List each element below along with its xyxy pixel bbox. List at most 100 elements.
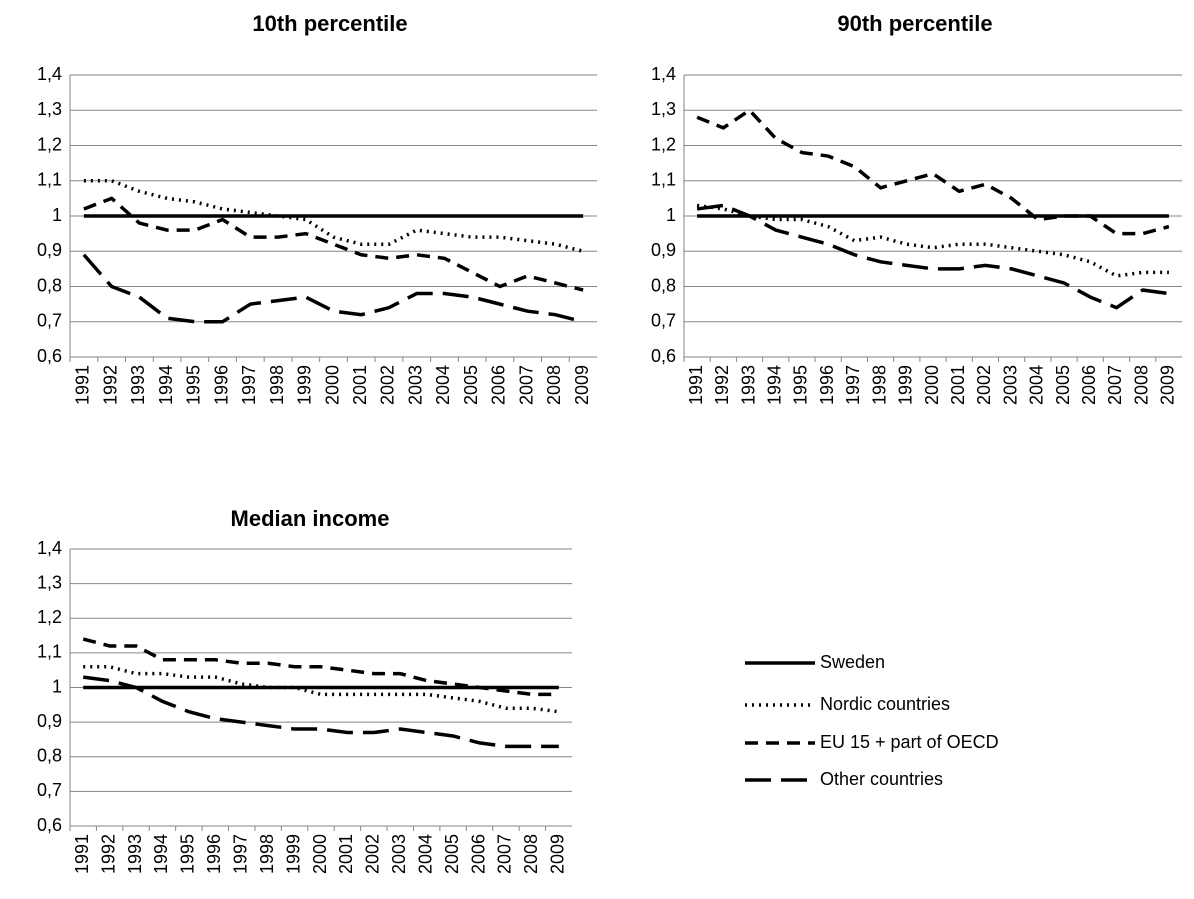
x-tick-label: 2002 (974, 365, 994, 405)
x-tick-label: 1995 (178, 834, 198, 874)
y-tick-label: 1,1 (651, 170, 676, 190)
y-tick-label: 1,4 (37, 64, 62, 84)
y-tick-label: 0,8 (37, 746, 62, 766)
x-tick-label: 1996 (204, 834, 224, 874)
y-tick-label: 0,6 (37, 815, 62, 835)
series-line (82, 253, 584, 324)
x-tick-label: 2009 (548, 834, 568, 874)
x-tick-label: 1992 (712, 365, 732, 405)
legend-label: Nordic countries (820, 694, 950, 714)
legend-label: Other countries (820, 769, 943, 789)
x-tick-label: 2008 (521, 834, 541, 874)
y-tick-label: 0,6 (651, 346, 676, 366)
x-tick-label: 1991 (686, 365, 706, 405)
x-tick-label: 2005 (442, 834, 462, 874)
x-tick-label: 2009 (572, 365, 592, 405)
x-tick-label: 2006 (1079, 365, 1099, 405)
x-tick-label: 1996 (817, 365, 837, 405)
x-tick-label: 1999 (295, 365, 315, 405)
y-tick-label: 1 (666, 205, 676, 225)
legend-label: Sweden (820, 652, 885, 672)
y-tick-label: 1 (52, 205, 62, 225)
x-tick-label: 1994 (156, 365, 176, 405)
x-tick-label: 1994 (764, 365, 784, 405)
y-tick-label: 0,7 (37, 311, 62, 331)
x-tick-label: 1999 (896, 365, 916, 405)
x-tick-label: 1995 (791, 365, 811, 405)
chart-title: Median income (231, 506, 390, 531)
y-tick-label: 1,4 (37, 538, 62, 558)
x-tick-label: 2004 (433, 365, 453, 405)
x-tick-label: 2005 (1053, 365, 1073, 405)
x-tick-label: 2004 (415, 834, 435, 874)
x-tick-label: 2007 (1105, 365, 1125, 405)
x-tick-label: 1994 (151, 834, 171, 874)
x-tick-label: 2008 (1131, 365, 1151, 405)
x-tick-label: 2002 (378, 365, 398, 405)
x-tick-label: 2002 (363, 834, 383, 874)
x-tick-label: 2000 (310, 834, 330, 874)
x-tick-label: 1998 (869, 365, 889, 405)
chart-title: 90th percentile (837, 11, 992, 36)
y-tick-label: 1 (52, 676, 62, 696)
series-line (83, 664, 560, 714)
x-tick-label: 1999 (283, 834, 303, 874)
x-tick-label: 1993 (128, 365, 148, 405)
x-tick-label: 2006 (468, 834, 488, 874)
x-tick-label: 2009 (1158, 365, 1178, 405)
x-tick-label: 2007 (495, 834, 515, 874)
x-tick-label: 2003 (1000, 365, 1020, 405)
x-tick-label: 2005 (461, 365, 481, 405)
x-tick-label: 1995 (184, 365, 204, 405)
y-tick-label: 0,7 (37, 780, 62, 800)
y-tick-label: 0,7 (651, 311, 676, 331)
series-line (82, 675, 559, 749)
x-tick-label: 2003 (389, 834, 409, 874)
y-tick-label: 1,3 (651, 99, 676, 119)
x-tick-label: 1997 (230, 834, 250, 874)
x-tick-label: 1991 (73, 365, 93, 405)
y-tick-label: 0,8 (651, 275, 676, 295)
x-tick-label: 2004 (1027, 365, 1047, 405)
x-tick-label: 2001 (350, 365, 370, 405)
x-tick-label: 1992 (100, 365, 120, 405)
x-tick-label: 1991 (72, 834, 92, 874)
chart-title: 10th percentile (252, 11, 407, 36)
y-tick-label: 0,9 (651, 240, 676, 260)
series-line (83, 196, 584, 292)
x-tick-label: 1998 (267, 365, 287, 405)
y-tick-label: 1,2 (651, 134, 676, 154)
x-tick-label: 2006 (489, 365, 509, 405)
x-tick-label: 1996 (211, 365, 231, 405)
x-tick-label: 1997 (239, 365, 259, 405)
y-tick-label: 1,3 (37, 99, 62, 119)
x-tick-label: 1993 (738, 365, 758, 405)
x-tick-label: 1992 (98, 834, 118, 874)
series-line (696, 107, 1170, 236)
y-tick-label: 0,9 (37, 711, 62, 731)
y-tick-label: 1,1 (37, 170, 62, 190)
y-tick-label: 0,8 (37, 275, 62, 295)
y-tick-label: 0,9 (37, 240, 62, 260)
x-tick-label: 2007 (516, 365, 536, 405)
x-tick-label: 2003 (405, 365, 425, 405)
series-line (82, 637, 559, 697)
x-tick-label: 1993 (125, 834, 145, 874)
x-tick-label: 2001 (336, 834, 356, 874)
series-line (83, 179, 584, 253)
legend-label: EU 15 + part of OECD (820, 732, 999, 752)
x-tick-label: 2000 (322, 365, 342, 405)
x-tick-label: 2001 (948, 365, 968, 405)
y-tick-label: 0,6 (37, 346, 62, 366)
x-tick-label: 2000 (922, 365, 942, 405)
series-line (696, 203, 1170, 310)
x-tick-label: 1998 (257, 834, 277, 874)
y-tick-label: 1,2 (37, 607, 62, 627)
x-tick-label: 2008 (544, 365, 564, 405)
y-tick-label: 1,1 (37, 642, 62, 662)
y-tick-label: 1,2 (37, 134, 62, 154)
y-tick-label: 1,4 (651, 64, 676, 84)
x-tick-label: 1997 (843, 365, 863, 405)
y-tick-label: 1,3 (37, 572, 62, 592)
